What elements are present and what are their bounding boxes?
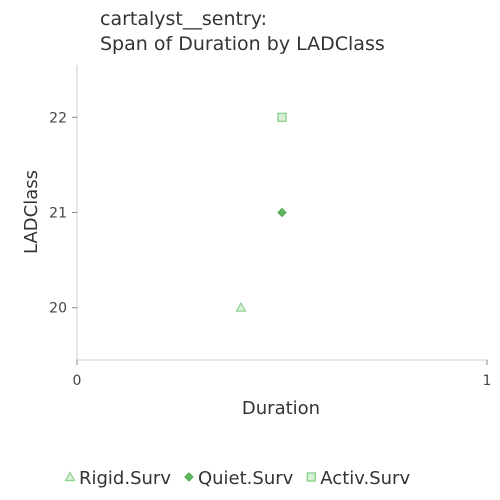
x-tick-label: 0 [73, 373, 82, 389]
y-axis-title: LADClass [21, 170, 42, 254]
x-axis-title: Duration [242, 398, 320, 419]
x-tick-label: 1 [483, 373, 492, 389]
data-points [235, 112, 287, 312]
y-tick-label: 20 [49, 301, 67, 317]
legend-marker [306, 472, 316, 482]
y-tick-label: 21 [49, 206, 67, 222]
data-point [277, 112, 287, 123]
y-tick-label: 22 [49, 110, 67, 126]
chart-title-line-1: cartalyst__sentry: [100, 8, 267, 30]
legend-marker [184, 472, 194, 482]
legend: Rigid.Surv Quiet.Surv Activ.Surv [64, 468, 410, 489]
data-point [277, 207, 287, 218]
legend-label: Quiet.Surv [198, 468, 294, 489]
data-point [235, 301, 247, 312]
chart-title-line-2: Span of Duration by LADClass [100, 33, 385, 55]
legend-label: Activ.Surv [320, 468, 410, 489]
legend-label: Rigid.Surv [79, 468, 171, 489]
legend-marker [64, 471, 76, 482]
y-axis-ticks: 20 21 22 [49, 110, 77, 317]
